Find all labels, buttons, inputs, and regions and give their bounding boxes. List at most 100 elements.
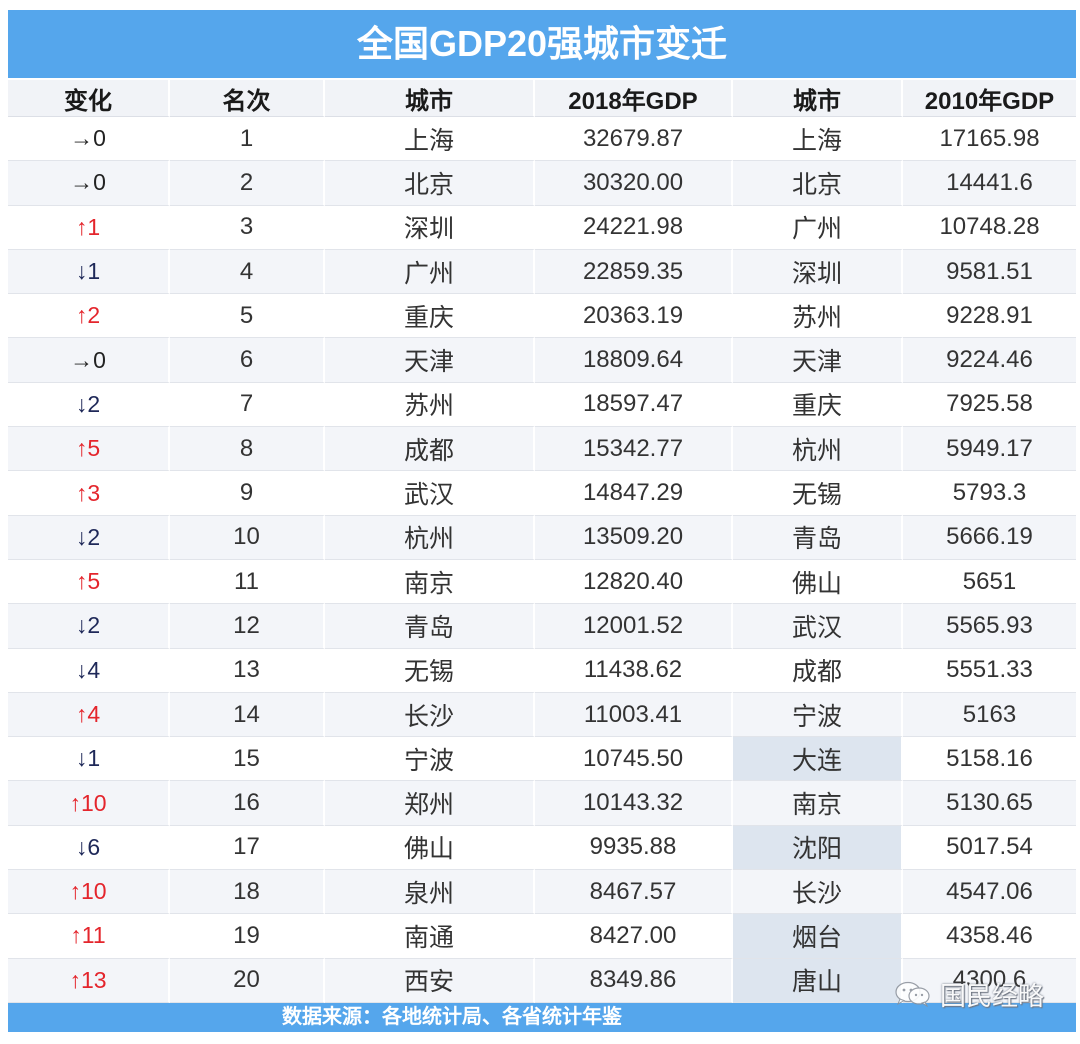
change-cell: →0 [8, 338, 170, 383]
city-2018-cell: 广州 [325, 249, 535, 295]
gdp-2018-cell: 24221.98 [535, 205, 733, 250]
table-row: ↑4 14 长沙 11003.41 宁波 5163 [8, 692, 1076, 738]
city-2010-cell: 天津 [733, 338, 903, 383]
gdp-2010-cell: 7925.58 [903, 383, 1076, 428]
gdp-2010-cell: 9224.46 [903, 338, 1076, 383]
rank-cell: 14 [170, 692, 325, 738]
column-header-gdp-2010: 2010年GDP [903, 80, 1076, 117]
city-2010-cell: 杭州 [733, 427, 903, 472]
city-2018-cell: 西安 [325, 958, 535, 1003]
gdp-2010-cell: 9581.51 [903, 250, 1076, 295]
gdp-2018-cell: 12820.40 [535, 559, 733, 605]
table-row: ↓6 17 佛山 9935.88 沈阳 5017.54 [8, 825, 1076, 871]
table-row: ↑3 9 武汉 14847.29 无锡 5793.3 [8, 471, 1076, 516]
city-2018-cell: 南京 [325, 559, 535, 605]
city-2010-cell: 无锡 [733, 471, 903, 516]
rank-cell: 15 [170, 737, 325, 782]
city-2010-cell: 青岛 [733, 515, 903, 560]
gdp-2010-cell: 5666.19 [903, 516, 1076, 560]
city-2010-cell: 武汉 [733, 604, 903, 649]
gdp-2010-cell: 4358.46 [903, 914, 1076, 959]
table-row: ↓4 13 无锡 11438.62 成都 5551.33 [8, 648, 1076, 693]
table-row: ↑11 19 南通 8427.00 烟台 4358.46 [8, 914, 1076, 959]
title-banner: 全国GDP20强城市变迁 [8, 10, 1076, 78]
city-2018-cell: 上海 [325, 117, 535, 162]
rank-cell: 7 [170, 382, 325, 428]
city-2018-cell: 重庆 [325, 294, 535, 339]
city-2010-cell: 长沙 [733, 870, 903, 915]
rank-cell: 3 [170, 205, 325, 250]
gdp-2010-cell: 14441.6 [903, 161, 1076, 206]
rank-cell: 16 [170, 781, 325, 826]
city-2010-cell: 北京 [733, 161, 903, 206]
column-header-gdp-2018: 2018年GDP [535, 80, 733, 117]
column-header-change: 变化 [8, 80, 170, 117]
city-2018-cell: 宁波 [325, 737, 535, 782]
gdp-2018-cell: 12001.52 [535, 604, 733, 649]
table-header-row: 变化 名次 城市 2018年GDP 城市 2010年GDP [8, 80, 1076, 117]
page-title: 全国GDP20强城市变迁 [356, 23, 728, 64]
gdp-2018-cell: 13509.20 [535, 515, 733, 560]
source-footer: 数据来源：各地统计局、各省统计年鉴 [8, 1003, 1076, 1032]
change-cell: ↓2 [8, 382, 170, 428]
change-cell: ↑2 [8, 294, 170, 339]
rank-cell: 11 [170, 559, 325, 605]
change-cell: ↑4 [8, 692, 170, 738]
table-row: →0 2 北京 30320.00 北京 14441.6 [8, 161, 1076, 206]
rank-cell: 18 [170, 870, 325, 915]
city-2010-cell: 重庆 [733, 382, 903, 428]
rank-cell: 10 [170, 515, 325, 560]
gdp-2010-cell: 9228.91 [903, 294, 1076, 339]
change-cell: ↑10 [8, 870, 170, 915]
table-row: ↑5 8 成都 15342.77 杭州 5949.17 [8, 427, 1076, 472]
table-row: ↑10 18 泉州 8467.57 长沙 4547.06 [8, 870, 1076, 915]
city-2010-cell: 广州 [733, 205, 903, 250]
gdp-2018-cell: 20363.19 [535, 294, 733, 339]
change-cell: ↓1 [8, 737, 170, 782]
city-2010-cell: 大连 [733, 737, 903, 782]
change-cell: ↓4 [8, 648, 170, 693]
change-cell: →0 [8, 161, 170, 206]
city-2018-cell: 成都 [325, 427, 535, 472]
column-header-rank: 名次 [170, 80, 325, 117]
rank-cell: 5 [170, 294, 325, 339]
city-2010-cell: 烟台 [733, 914, 903, 959]
rank-cell: 6 [170, 338, 325, 383]
gdp-2018-cell: 11003.41 [535, 692, 733, 738]
wechat-icon [895, 981, 930, 1007]
gdp-2010-cell: 4300.6 [903, 959, 1076, 1003]
rank-cell: 8 [170, 427, 325, 472]
change-cell: ↑10 [8, 781, 170, 826]
change-cell: ↓2 [8, 604, 170, 649]
gdp-2018-cell: 8349.86 [535, 958, 733, 1003]
city-2018-cell: 天津 [325, 338, 535, 383]
change-cell: ↑13 [8, 958, 170, 1003]
change-cell: →0 [8, 117, 170, 162]
table-row: →0 6 天津 18809.64 天津 9224.46 [8, 338, 1076, 383]
table-row: ↓2 12 青岛 12001.52 武汉 5565.93 [8, 604, 1076, 649]
gdp-2010-cell: 5158.16 [903, 737, 1076, 782]
change-cell: ↑1 [8, 205, 170, 250]
table-row: ↑13 20 西安 8349.86 唐山 4300.6 [8, 958, 1076, 1003]
city-2010-cell: 佛山 [733, 559, 903, 605]
city-2018-cell: 无锡 [325, 648, 535, 693]
city-2010-cell: 沈阳 [733, 825, 903, 871]
city-2010-cell: 唐山 [733, 958, 903, 1003]
city-2018-cell: 青岛 [325, 604, 535, 649]
city-2010-cell: 苏州 [733, 294, 903, 339]
rank-cell: 2 [170, 161, 325, 206]
change-cell: ↑3 [8, 471, 170, 516]
table-row: ↓1 15 宁波 10745.50 大连 5158.16 [8, 737, 1076, 782]
rank-cell: 17 [170, 825, 325, 871]
rank-cell: 1 [170, 117, 325, 162]
table-row: →0 1 上海 32679.87 上海 17165.98 [8, 117, 1076, 162]
city-2010-cell: 宁波 [733, 692, 903, 738]
city-2010-cell: 上海 [733, 117, 903, 162]
gdp-2010-cell: 5163 [903, 693, 1076, 738]
rank-cell: 20 [170, 958, 325, 1003]
change-cell: ↑5 [8, 427, 170, 472]
gdp-2018-cell: 15342.77 [535, 427, 733, 472]
gdp-2018-cell: 8427.00 [535, 914, 733, 959]
gdp-2018-cell: 18809.64 [535, 338, 733, 383]
gdp-2018-cell: 9935.88 [535, 825, 733, 871]
